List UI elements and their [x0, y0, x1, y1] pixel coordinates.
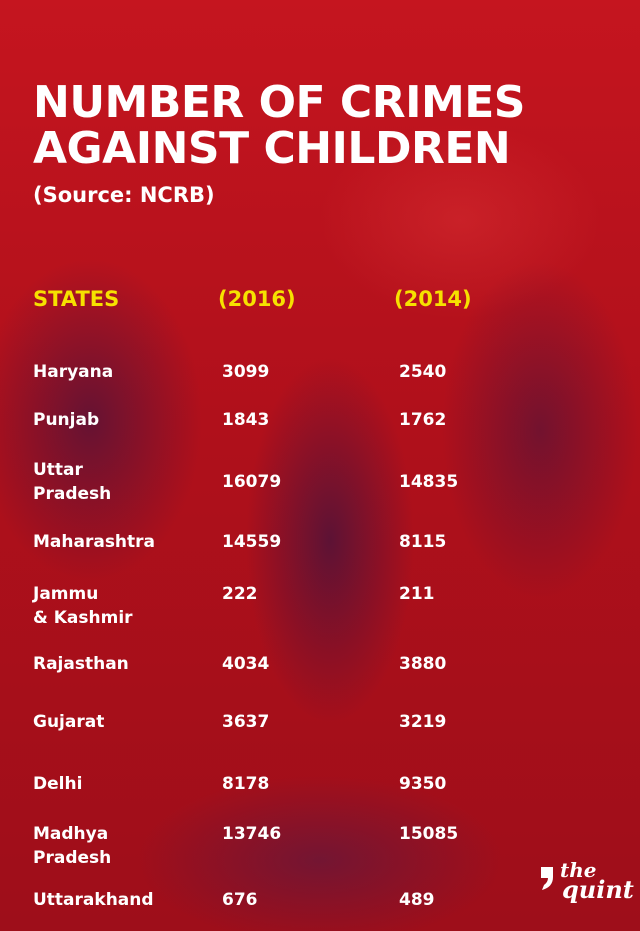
state-name: Gujarat [33, 712, 105, 732]
state-name: Delhi [33, 774, 83, 794]
value-2016: 16079 [222, 472, 282, 492]
value-2016: 3099 [222, 362, 270, 382]
value-2014: 15085 [399, 824, 459, 844]
page-title: NUMBER OF CRIMES AGAINST CHILDREN [33, 77, 525, 174]
value-2016: 1843 [222, 410, 270, 430]
value-2014: 14835 [399, 472, 459, 492]
value-2016: 3637 [222, 712, 270, 732]
state-name: Uttarakhand [33, 890, 154, 910]
the-quint-logo: the quint [538, 855, 634, 915]
state-name: Jammu & Kashmir [33, 584, 133, 628]
value-2014: 9350 [399, 774, 447, 794]
value-2014: 2540 [399, 362, 447, 382]
value-2016: 14559 [222, 532, 282, 552]
value-2016: 8178 [222, 774, 270, 794]
column-header-2014: (2014) [394, 287, 472, 311]
logo-text-quint: quint [562, 875, 634, 904]
logo-text-the: the [560, 858, 597, 882]
value-2016: 222 [222, 584, 258, 604]
value-2016: 4034 [222, 654, 270, 674]
state-name: Uttar Pradesh [33, 460, 112, 504]
source-note: (Source: NCRB) [33, 183, 215, 207]
value-2014: 489 [399, 890, 435, 910]
state-name: Punjab [33, 410, 100, 430]
column-header-states: STATES [33, 287, 120, 311]
state-name: Rajasthan [33, 654, 129, 674]
value-2014: 211 [399, 584, 435, 604]
state-name: Maharashtra [33, 532, 156, 552]
value-2016: 676 [222, 890, 258, 910]
state-name: Madhya Pradesh [33, 824, 112, 868]
value-2014: 1762 [399, 410, 447, 430]
state-name: Haryana [33, 362, 114, 382]
value-2014: 8115 [399, 532, 447, 552]
value-2014: 3880 [399, 654, 447, 674]
quote-mark-icon [541, 867, 553, 890]
value-2014: 3219 [399, 712, 447, 732]
column-header-2016: (2016) [218, 287, 296, 311]
value-2016: 13746 [222, 824, 282, 844]
